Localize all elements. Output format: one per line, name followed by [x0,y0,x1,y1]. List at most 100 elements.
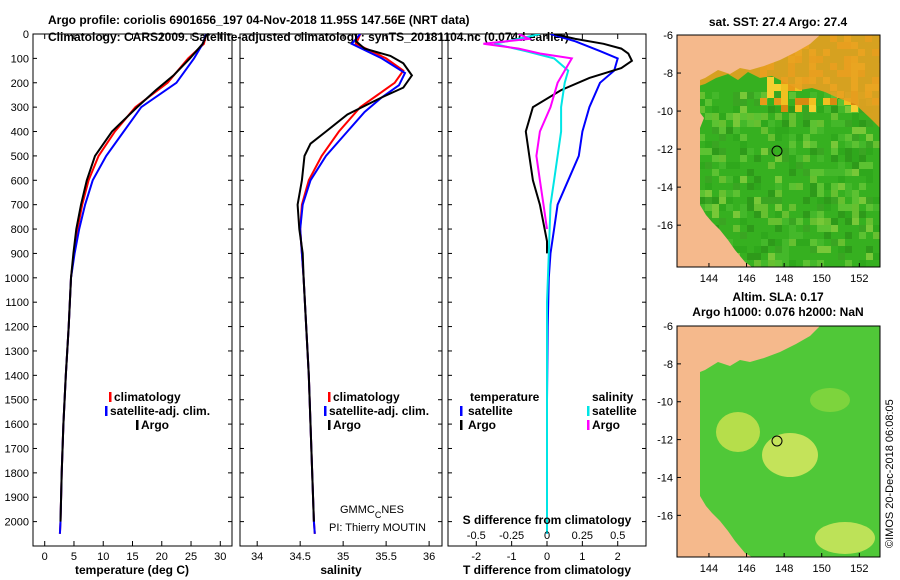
map-lat-label: -16 [657,220,673,232]
series-line-climatology [58,34,208,534]
legend-swatch-argo [136,420,139,430]
sst-cell [733,183,740,190]
sst-cell [817,183,824,190]
sst-cell [747,148,754,155]
gmmc-suffix: NES [381,504,404,516]
sst-cell [782,239,789,246]
sst-cell [866,169,873,176]
sla-map-frame [676,325,881,558]
sst-warm-cell [781,91,788,98]
map-lat-label: -12 [657,144,673,156]
sst-cell [859,183,866,190]
sst-cell [852,113,859,120]
sst-cell [803,106,810,113]
depth-tick-label: 1000 [5,273,29,285]
difference-legend: temperature salinity satellite Argo sate… [460,390,637,432]
sst-cell [824,232,831,239]
sst-cell [698,134,705,141]
depth-tick-label: 400 [11,127,29,139]
sst-cell [859,120,866,127]
s-diff-tick-label: -0.5 [467,530,486,542]
depth-tick-label: 300 [11,102,29,114]
sst-warm-cell [830,98,837,105]
depth-tick-label: 2000 [5,517,29,529]
sla-map-land-png [677,326,820,380]
sst-cell [719,162,726,169]
sst-cell [705,99,712,106]
map-lon-label: 148 [775,563,793,575]
sst-cell [726,190,733,197]
sst-cell [712,106,719,113]
sst-cell [782,127,789,134]
sst-map-title: sat. SST: 27.4 Argo: 27.4 [709,15,848,29]
sst-cell [789,218,796,225]
sst-cell [789,183,796,190]
map-lon-label: 146 [737,273,755,285]
sst-cell [789,232,796,239]
sst-cell [747,120,754,127]
sst-cell [845,260,852,267]
sst-cell [838,99,845,106]
sst-cell [747,113,754,120]
sst-cell [817,211,824,218]
sst-cell [852,141,859,148]
sst-cell [740,204,747,211]
sst-cell [810,239,817,246]
sst-cell [733,246,740,253]
sst-cell [845,211,852,218]
sst-cell [768,197,775,204]
sst-cell [726,113,733,120]
sst-cell [838,106,845,113]
legend-label-s-satellite: satellite [592,404,637,418]
sst-cell [866,148,873,155]
sst-cell [852,120,859,127]
sst-cell [831,197,838,204]
sst-cell [803,211,810,218]
sst-cell [733,120,740,127]
imos-credit: ©IMOS 20-Dec-2018 06:08:05 [884,399,896,548]
sla-map-title-line2: Argo h1000: 0.076 h2000: NaN [692,305,863,319]
sst-cell [845,232,852,239]
sst-cell [845,134,852,141]
sst-cell [705,197,712,204]
sst-cell [803,169,810,176]
sst-cell [824,218,831,225]
x-tick-label: -2 [471,551,481,563]
legend-label-argo: Argo [141,418,169,432]
sst-cell [817,155,824,162]
sst-cell [845,183,852,190]
sst-cell [803,120,810,127]
sst-cell [761,197,768,204]
sst-cell [845,246,852,253]
sst-cell [852,190,859,197]
sst-cell [782,260,789,267]
x-tick-label: 35 [337,551,349,563]
sst-cell [817,127,824,134]
sst-cell [810,148,817,155]
sst-warm-cell [802,98,809,105]
depth-tick-label: 1900 [5,492,29,504]
sst-cell [761,260,768,267]
title-line2: Climatology: CARS2009. Satellite-adjuste… [48,30,569,44]
sst-cell [838,148,845,155]
sst-cell [817,204,824,211]
sst-cell [726,127,733,134]
depth-tick-label: 1500 [5,395,29,407]
sla-map-argo-marker [771,435,783,447]
sst-cell [761,239,768,246]
sst-cell [873,197,880,204]
sst-cell [754,176,761,183]
sst-cell [838,211,845,218]
sst-cell [775,127,782,134]
sst-cell [831,120,838,127]
sst-cell [831,148,838,155]
sst-cell [838,197,845,204]
sst-cell [754,211,761,218]
legend-label-climatology: climatology [114,390,181,404]
depth-tick-label: 0 [23,29,29,41]
sst-cell [754,253,761,260]
sst-cell [712,155,719,162]
sst-cell [810,260,817,267]
sst-cell [775,246,782,253]
